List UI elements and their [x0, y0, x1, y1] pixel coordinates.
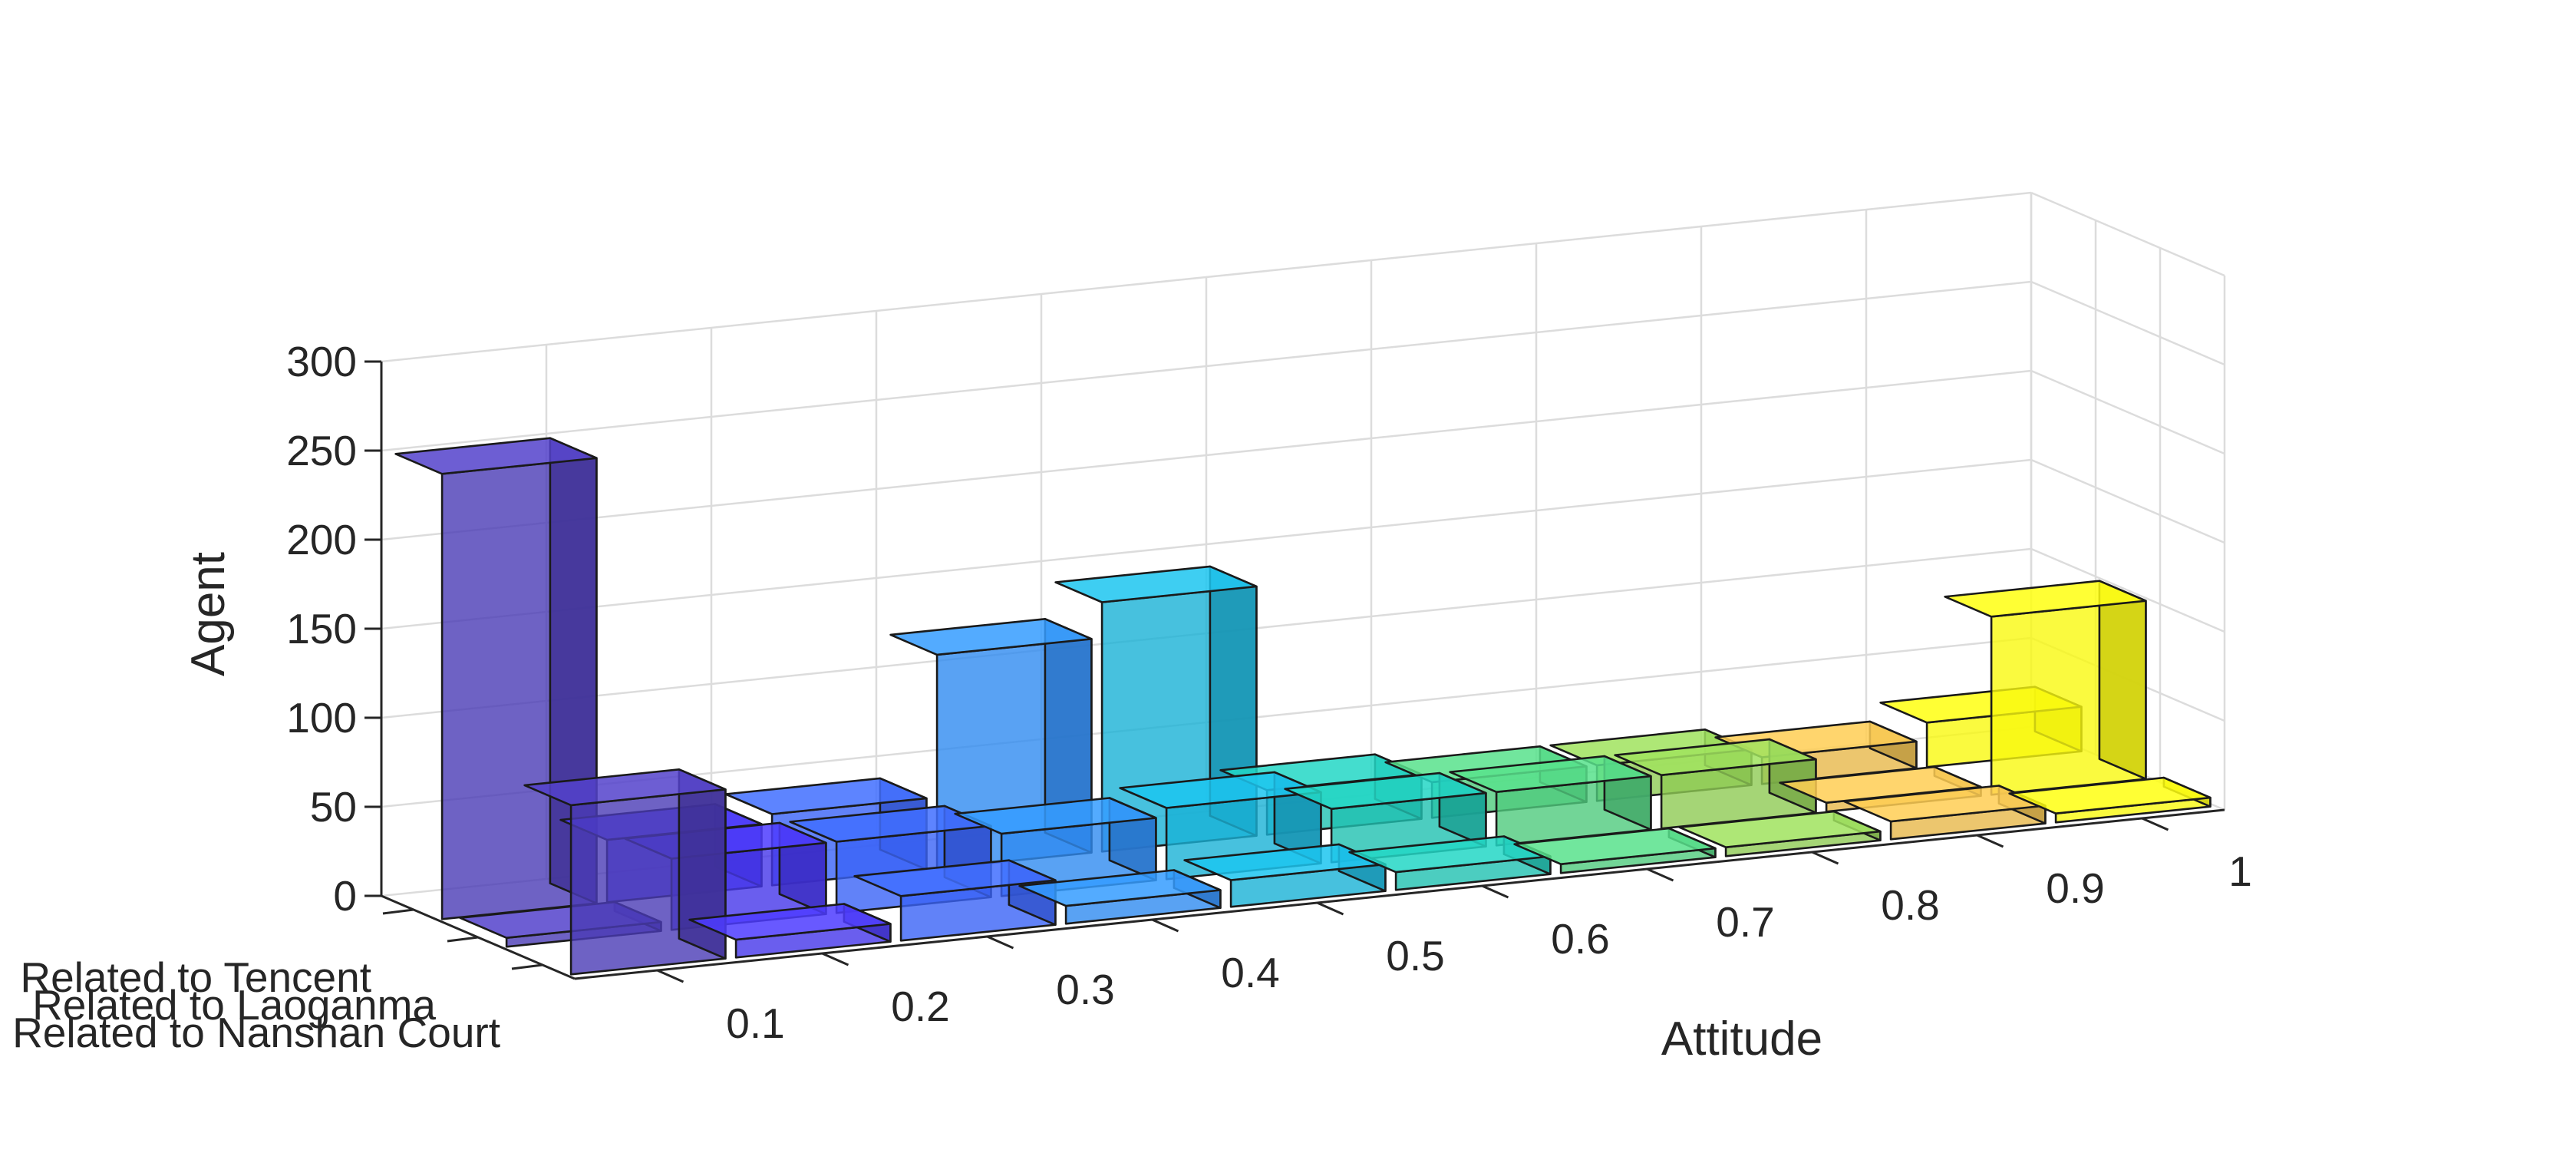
tick-labels: 0 50 100 150 200 250 300 0.1 0.2 0.3 0.4 0.5 0.6 0.7 0…	[12, 338, 2252, 1056]
y-tick-label: Related to Tencent	[20, 953, 371, 1001]
grid-line	[2030, 280, 2225, 366]
bar	[1513, 827, 1717, 874]
z-tick-label: 250	[286, 427, 357, 474]
x-tick-label: 0.4	[1221, 949, 1279, 996]
x-tick	[1811, 851, 1839, 865]
bar-top	[889, 617, 1093, 656]
bar-top	[1054, 565, 1258, 603]
x-tick-label: 0.2	[891, 983, 949, 1030]
grid-line	[2030, 458, 2225, 544]
bar-top	[1183, 843, 1387, 881]
bar-top	[1944, 580, 2147, 618]
x-tick-label: 0.7	[1716, 898, 1774, 946]
x-tick-label: 0.3	[1056, 966, 1114, 1013]
x-tick	[1481, 884, 1509, 899]
bar	[1183, 843, 1387, 908]
bar-top	[724, 777, 928, 815]
bar-top	[954, 797, 1157, 835]
x-tick-label: 0.9	[2046, 864, 2104, 912]
x-tick-label: 0.1	[726, 999, 784, 1047]
bar	[1614, 738, 1817, 830]
x-tick	[1151, 918, 1179, 933]
bar-top	[1678, 810, 1882, 848]
x-tick	[1316, 901, 1344, 916]
z-tick-label: 50	[310, 783, 357, 831]
x-tick	[2141, 817, 2169, 831]
bar	[1678, 810, 1882, 857]
bar-top	[1614, 738, 1817, 777]
z-axis-title: Agent	[182, 552, 235, 676]
y-tick-label: Related to Laoganma	[32, 981, 436, 1029]
bar	[1944, 580, 2147, 796]
bar-top	[789, 805, 992, 843]
bar	[1018, 869, 1222, 925]
grid-line	[2030, 191, 2225, 277]
bar-top	[2008, 776, 2212, 814]
x-tick-label: 0.8	[1881, 881, 1939, 929]
grid-line	[2030, 547, 2225, 633]
grid-line	[2030, 369, 2225, 455]
bar	[1449, 755, 1652, 847]
x-tick-label: 1	[2228, 847, 2252, 895]
x-tick-label: 0.5	[1386, 932, 1444, 980]
grid-line	[381, 369, 2032, 541]
bar-top	[523, 768, 727, 807]
grid-line	[381, 280, 2032, 452]
bars	[394, 437, 2212, 976]
bar-top	[1018, 869, 1222, 907]
x-axis-line	[574, 808, 2225, 980]
z-tick-label: 100	[286, 694, 357, 742]
bar-top	[1513, 827, 1717, 865]
x-tick	[656, 969, 684, 983]
bar-top	[853, 859, 1057, 897]
x-tick	[986, 935, 1014, 950]
grid-line	[381, 191, 2032, 363]
bar	[1348, 835, 1552, 891]
y-tick	[447, 936, 479, 943]
bar-top	[1449, 755, 1652, 793]
bar-top	[394, 437, 598, 475]
y-tick-label: Related to Nanshan Court	[12, 1009, 500, 1056]
z-tick-label: 300	[286, 338, 357, 385]
bar	[2008, 776, 2212, 824]
bar	[394, 437, 598, 920]
y-tick	[382, 908, 414, 915]
bar-top	[1119, 771, 1322, 809]
x-tick	[1976, 834, 2004, 848]
x-tick	[821, 952, 849, 966]
bar	[1843, 785, 2047, 841]
bar-top	[688, 903, 892, 941]
x-tick-label: 0.6	[1551, 915, 1609, 963]
bar	[853, 859, 1057, 942]
z-tick-label: 0	[333, 872, 357, 920]
y-tick	[511, 963, 543, 970]
bar	[523, 768, 727, 976]
bar-side	[2098, 580, 2147, 781]
bar-top	[1284, 771, 1487, 810]
bar-top	[1843, 785, 2047, 823]
x-tick	[1646, 867, 1674, 882]
grid-line	[381, 458, 2032, 630]
x-axis-title: Attitude	[1661, 1013, 1822, 1066]
z-tick-label: 150	[286, 605, 357, 653]
bar-top	[1348, 835, 1552, 874]
z-tick-label: 200	[286, 516, 357, 563]
axes	[364, 360, 2225, 983]
bar	[688, 903, 892, 959]
